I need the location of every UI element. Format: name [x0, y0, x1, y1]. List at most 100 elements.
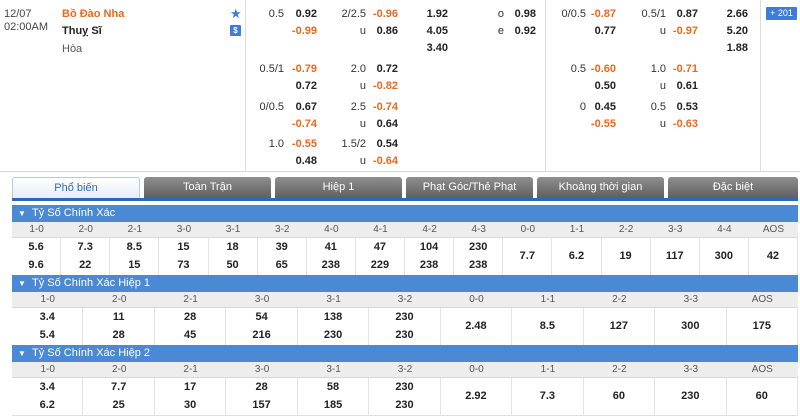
odds-value[interactable]: 8.5	[539, 320, 556, 332]
odds-value[interactable]: -0.74	[372, 101, 398, 113]
odds-value[interactable]: 5.4	[39, 329, 55, 341]
odds-value[interactable]: 1.88	[726, 42, 748, 54]
odds-value[interactable]: 127	[609, 320, 629, 332]
odds-value[interactable]: 0.64	[376, 118, 398, 130]
odds-value[interactable]: 28	[255, 381, 268, 393]
odds-value[interactable]: 230	[395, 399, 414, 411]
odds-value[interactable]: -0.60	[590, 63, 616, 75]
odds-value[interactable]: 42	[766, 250, 780, 262]
odds-value[interactable]: 22	[79, 259, 92, 271]
odds-value[interactable]: 230	[469, 241, 488, 253]
odds-value[interactable]: 175	[752, 320, 771, 332]
tab-popular[interactable]: Phổ biến	[12, 177, 140, 198]
odds-value[interactable]: 5.6	[28, 241, 44, 253]
odds-value[interactable]: -0.99	[291, 25, 317, 37]
odds-value[interactable]: -0.55	[590, 118, 616, 130]
odds-value[interactable]: -0.71	[672, 63, 698, 75]
odds-value[interactable]: 58	[326, 381, 340, 393]
odds-value[interactable]: 3.40	[426, 42, 448, 54]
odds-value[interactable]: 104	[419, 241, 439, 253]
odds-value[interactable]: 9.6	[28, 259, 44, 271]
odds-value[interactable]: 0.92	[295, 8, 317, 20]
odds-value[interactable]: 4.05	[426, 25, 448, 37]
section-header[interactable]: ▼ Tỷ Số Chính Xác Hiệp 1	[12, 275, 798, 292]
odds-value[interactable]: -0.64	[372, 155, 398, 167]
odds-value[interactable]: 300	[714, 250, 733, 262]
odds-value[interactable]: 3.4	[39, 311, 55, 323]
odds-value[interactable]: 0.61	[676, 80, 698, 92]
section-header[interactable]: ▼ Tỷ Số Chính Xác	[12, 205, 798, 222]
favorite-star-icon[interactable]: ★	[230, 6, 242, 21]
odds-value[interactable]: 73	[177, 259, 190, 271]
odds-value[interactable]: -0.79	[291, 63, 317, 75]
odds-value[interactable]: 60	[612, 390, 625, 402]
odds-value[interactable]: 28	[112, 329, 125, 341]
odds-value[interactable]: 45	[184, 329, 197, 341]
odds-value[interactable]: 17	[184, 381, 197, 393]
odds-value[interactable]: 300	[681, 320, 700, 332]
odds-value[interactable]: 0.72	[295, 80, 317, 92]
odds-value[interactable]: 8.5	[126, 241, 142, 253]
odds-value[interactable]: 15	[128, 259, 141, 271]
odds-value[interactable]: 19	[619, 250, 632, 262]
odds-value[interactable]: 65	[275, 259, 288, 271]
odds-value[interactable]: 238	[321, 259, 340, 271]
tab-special[interactable]: Đặc biệt	[668, 177, 798, 198]
odds-value[interactable]: -0.87	[590, 8, 616, 20]
home-team[interactable]: Bồ Đào Nha	[62, 8, 125, 20]
odds-value[interactable]: 5.20	[726, 25, 748, 37]
odds-value[interactable]: 0.92	[514, 25, 536, 37]
odds-value[interactable]: 11	[112, 311, 125, 323]
odds-value[interactable]: 7.7	[111, 381, 127, 393]
odds-value[interactable]: 157	[252, 399, 271, 411]
dollar-icon[interactable]: $	[230, 25, 241, 36]
odds-value[interactable]: 1.92	[426, 8, 448, 20]
tab-time-period[interactable]: Khoảng thời gian	[537, 177, 664, 198]
odds-value[interactable]: 60	[755, 390, 768, 402]
away-team[interactable]: Thuỵ Sĩ	[62, 25, 102, 37]
tab-firsthalf[interactable]: Hiệp 1	[275, 177, 402, 198]
odds-value[interactable]: 3.4	[39, 381, 55, 393]
odds-value[interactable]: 0.48	[295, 155, 317, 167]
odds-value[interactable]: 230	[395, 311, 414, 323]
odds-value[interactable]: 230	[395, 329, 414, 341]
odds-value[interactable]: 39	[275, 241, 288, 253]
odds-value[interactable]: 0.53	[676, 101, 698, 113]
odds-value[interactable]: 0.54	[376, 138, 398, 150]
odds-value[interactable]: -0.63	[672, 118, 698, 130]
odds-value[interactable]: 25	[112, 399, 125, 411]
odds-value[interactable]: 50	[226, 259, 239, 271]
odds-value[interactable]: 0.67	[295, 101, 317, 113]
odds-value[interactable]: 7.3	[77, 241, 93, 253]
odds-value[interactable]: 185	[323, 399, 343, 411]
odds-value[interactable]: 18	[226, 241, 239, 253]
odds-value[interactable]: -0.82	[372, 80, 398, 92]
odds-value[interactable]: 138	[323, 311, 343, 323]
odds-value[interactable]: 0.86	[376, 25, 398, 37]
odds-value[interactable]: 6.2	[568, 250, 585, 262]
odds-value[interactable]: 2.48	[465, 320, 487, 332]
odds-value[interactable]: 6.2	[39, 399, 55, 411]
odds-value[interactable]: 0.87	[676, 8, 698, 20]
odds-value[interactable]: 0.77	[594, 25, 616, 37]
more-markets-button[interactable]: + 201	[766, 7, 797, 20]
odds-value[interactable]: 47	[373, 241, 387, 253]
odds-value[interactable]: 2.66	[726, 8, 748, 20]
odds-value[interactable]: 7.3	[539, 390, 556, 402]
odds-value[interactable]: 15	[177, 241, 190, 253]
odds-value[interactable]: 0.45	[594, 101, 616, 113]
odds-value[interactable]: 230	[323, 329, 343, 341]
odds-value[interactable]: 2.92	[465, 390, 487, 402]
odds-value[interactable]: -0.96	[372, 8, 398, 20]
odds-value[interactable]: 229	[370, 259, 390, 271]
odds-value[interactable]: 117	[665, 250, 684, 262]
odds-value[interactable]: 28	[184, 311, 197, 323]
odds-value[interactable]: 0.98	[514, 8, 536, 20]
odds-value[interactable]: -0.55	[291, 138, 317, 150]
odds-value[interactable]: 230	[395, 381, 414, 393]
odds-value[interactable]: 230	[681, 390, 700, 402]
odds-value[interactable]: 238	[469, 259, 488, 271]
odds-value[interactable]: 216	[252, 329, 271, 341]
odds-value[interactable]: -0.74	[291, 118, 317, 130]
odds-value[interactable]: 238	[419, 259, 439, 271]
